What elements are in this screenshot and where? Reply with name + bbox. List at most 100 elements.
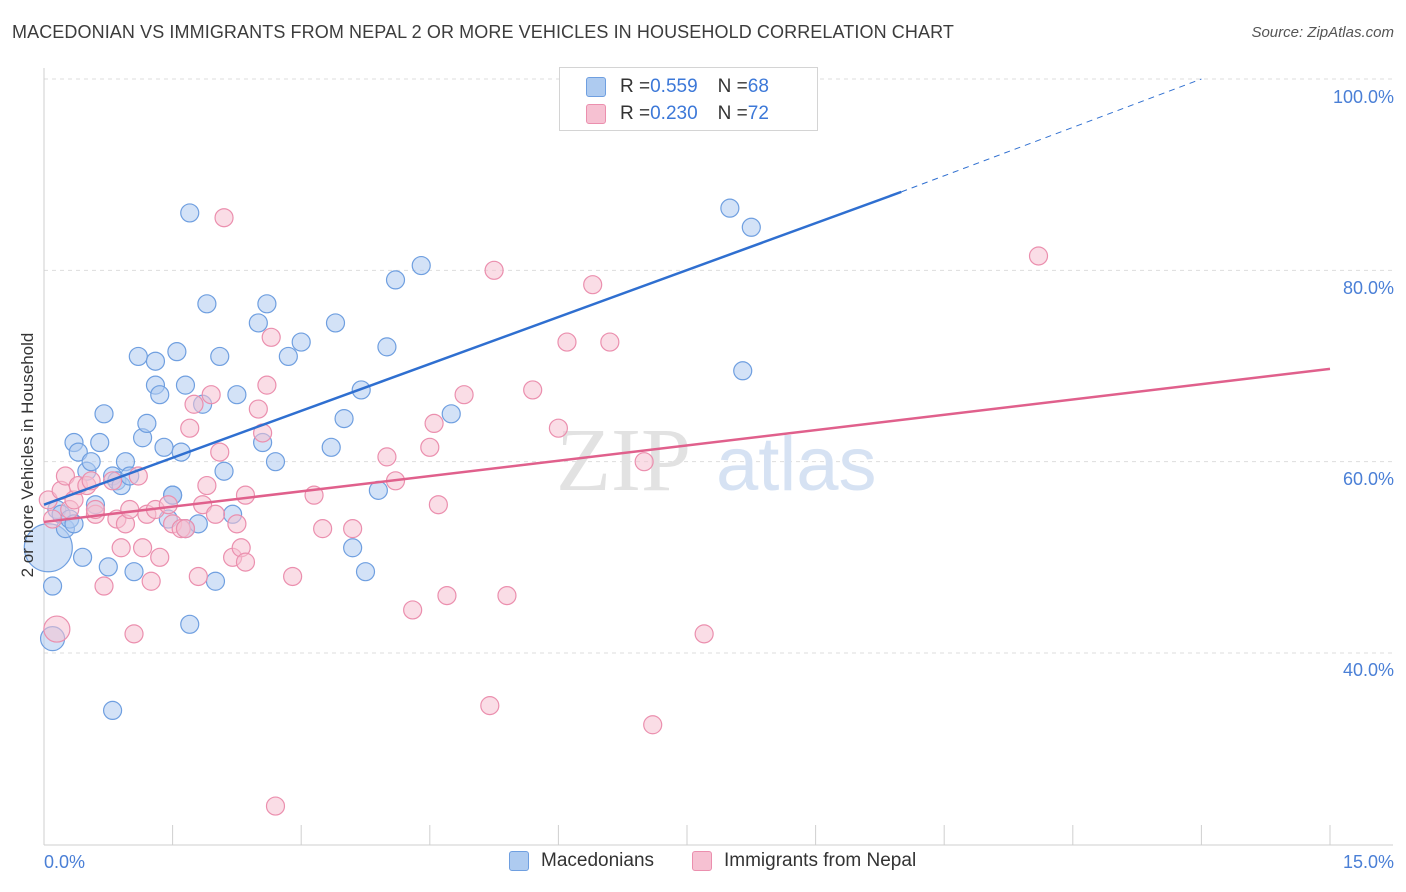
- macedonian-point: [175, 375, 196, 395]
- macedonian-point: [720, 198, 740, 218]
- macedonian-point: [72, 547, 93, 567]
- nepal-point: [150, 547, 170, 567]
- macedonian-point: [90, 432, 110, 453]
- nepal-point: [132, 538, 153, 558]
- macedonian-point: [180, 203, 200, 223]
- stats-row-macedonians: R = 0.559 N = 68: [586, 74, 769, 100]
- nepal-point: [548, 418, 569, 438]
- macedonian-point: [197, 294, 217, 314]
- x-tick-max: 15.0%: [1342, 852, 1394, 872]
- r-value: 0.559: [650, 76, 698, 97]
- nepal-point: [227, 514, 247, 534]
- stats-legend: R = 0.559 N = 68 R = 0.230 N = 72: [559, 67, 818, 131]
- macedonian-point: [343, 538, 363, 558]
- macedonian-point: [180, 614, 200, 634]
- macedonian-point: [411, 255, 431, 276]
- nepal-point: [85, 499, 106, 520]
- nepal-point: [175, 519, 196, 539]
- macedonian-point: [214, 461, 234, 481]
- macedonian-point: [265, 452, 286, 472]
- macedonians-swatch: [586, 77, 606, 97]
- macedonian-point: [741, 217, 761, 237]
- macedonian-point: [334, 409, 354, 429]
- legend-item-macedonians[interactable]: Macedonians: [509, 850, 654, 872]
- nepal-point: [214, 208, 234, 228]
- nepal-point: [583, 275, 603, 295]
- macedonian-point: [124, 562, 144, 582]
- stats-row-nepal: R = 0.230 N = 72: [586, 101, 769, 127]
- series-legend: Macedonians Immigrants from Nepal: [0, 850, 1406, 880]
- macedonian-point: [42, 576, 63, 596]
- r-label: R =: [620, 76, 651, 97]
- nepal-point: [600, 332, 620, 352]
- nepal-point: [235, 552, 256, 572]
- nepal-swatch: [586, 104, 606, 124]
- n-value: 68: [747, 76, 769, 97]
- nepal-point: [454, 385, 474, 405]
- nepal-point: [235, 485, 256, 505]
- nepal-point: [343, 519, 363, 539]
- macedonian-point: [377, 337, 397, 357]
- macedonian-trendline: [43, 190, 902, 506]
- macedonian-point: [227, 385, 247, 405]
- nepal-point: [248, 399, 268, 419]
- nepal-point: [261, 327, 281, 347]
- macedonian-point: [145, 351, 166, 371]
- nepal-point: [55, 466, 76, 486]
- nepal-point: [484, 260, 504, 280]
- nepal-point: [111, 538, 131, 558]
- macedonians-swatch: [509, 851, 529, 871]
- nepal-trendline: [43, 367, 1331, 524]
- macedonian-point: [278, 346, 298, 367]
- legend-label: Immigrants from Nepal: [724, 850, 917, 871]
- macedonian-point: [68, 442, 88, 462]
- nepal-point: [377, 447, 397, 467]
- nepal-point: [694, 624, 714, 644]
- nepal-point: [205, 504, 226, 524]
- macedonian-trendline-extension: [901, 78, 1202, 193]
- source-label: Source: ZipAtlas.com: [1251, 24, 1394, 41]
- nepal-point: [158, 495, 178, 515]
- nepal-point: [43, 615, 71, 643]
- nepal-point: [120, 499, 140, 520]
- nepal-point: [437, 585, 457, 606]
- nepal-point: [188, 566, 208, 587]
- macedonian-point: [98, 557, 118, 577]
- nepal-point: [141, 571, 161, 591]
- n-label: N =: [717, 103, 748, 124]
- macedonian-point: [81, 452, 101, 472]
- macedonian-point: [321, 437, 341, 457]
- nepal-point: [428, 495, 448, 515]
- macedonian-point: [385, 270, 406, 290]
- legend-item-nepal[interactable]: Immigrants from Nepal: [692, 850, 916, 872]
- macedonian-point: [733, 361, 753, 381]
- macedonian-point: [150, 385, 170, 405]
- watermark-atlas: atlas: [716, 422, 877, 507]
- nepal-point: [210, 442, 230, 462]
- nepal-point: [94, 576, 114, 596]
- n-label: N =: [717, 76, 748, 97]
- y-tick-100: 100.0%: [1332, 87, 1394, 107]
- r-value: 0.230: [650, 103, 698, 124]
- r-label: R =: [620, 103, 651, 124]
- macedonian-point: [128, 346, 148, 367]
- macedonian-point: [248, 313, 268, 333]
- nepal-point: [283, 566, 303, 587]
- macedonian-point: [355, 562, 376, 582]
- macedonian-point: [257, 294, 277, 314]
- nepal-point: [180, 418, 200, 438]
- nepal-point: [403, 600, 423, 620]
- macedonian-point: [325, 313, 346, 333]
- nepal-point: [257, 375, 277, 395]
- nepal-point: [523, 380, 543, 400]
- macedonian-point: [210, 346, 230, 367]
- nepal-point: [124, 624, 144, 644]
- nepal-point: [197, 475, 217, 496]
- y-axis-label: 2 or more Vehicles in Household: [18, 332, 37, 578]
- nepal-point: [557, 332, 577, 352]
- chart-title: MACEDONIAN VS IMMIGRANTS FROM NEPAL 2 OR…: [12, 22, 954, 42]
- nepal-point: [424, 413, 444, 433]
- nepal-point: [184, 394, 204, 414]
- n-value: 72: [747, 103, 769, 124]
